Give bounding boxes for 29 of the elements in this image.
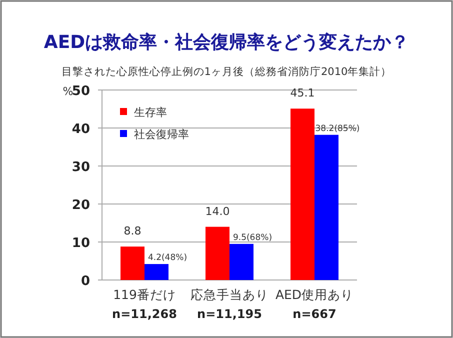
bar bbox=[314, 134, 338, 280]
x-tick-label: AED使用あり bbox=[275, 287, 354, 302]
x-tick-label: 119番だけ bbox=[113, 287, 176, 302]
data-label: 45.1 bbox=[290, 86, 315, 100]
text: n=11,268 bbox=[112, 307, 177, 321]
text: n=667 bbox=[292, 307, 336, 321]
x-tick-label: 応急手当あり bbox=[190, 287, 268, 302]
y-tick-label: 20 bbox=[72, 198, 90, 213]
data-label: 38.2(85%) bbox=[315, 124, 360, 134]
chart-title: AEDは救命率・社会復帰率をどう変えたか？ bbox=[44, 32, 410, 53]
data-label: 4.2(48%) bbox=[148, 253, 188, 264]
data-label: 9.5(68%) bbox=[232, 232, 272, 243]
y-tick-label: 30 bbox=[72, 160, 90, 175]
y-tick-label: 40 bbox=[72, 122, 90, 137]
data-label: 14.0 bbox=[205, 204, 230, 218]
y-tick-label: 50 bbox=[72, 84, 90, 99]
text: n=11,195 bbox=[197, 307, 262, 321]
bar bbox=[144, 264, 168, 280]
legend-label: 生存率 bbox=[134, 106, 167, 119]
data-label: 8.8 bbox=[124, 224, 142, 238]
chart-subtitle: 目撃された心原性心停止例の1ヶ月後（総務省消防庁2010年集計） bbox=[61, 65, 392, 78]
bar bbox=[230, 244, 254, 280]
y-axis-title: % bbox=[62, 85, 74, 98]
bar bbox=[120, 246, 144, 280]
legend-label: 社会復帰率 bbox=[134, 128, 189, 141]
y-tick-label: 10 bbox=[72, 236, 90, 251]
bar bbox=[290, 108, 314, 280]
bar bbox=[206, 226, 230, 280]
y-tick-label: 0 bbox=[80, 274, 90, 289]
